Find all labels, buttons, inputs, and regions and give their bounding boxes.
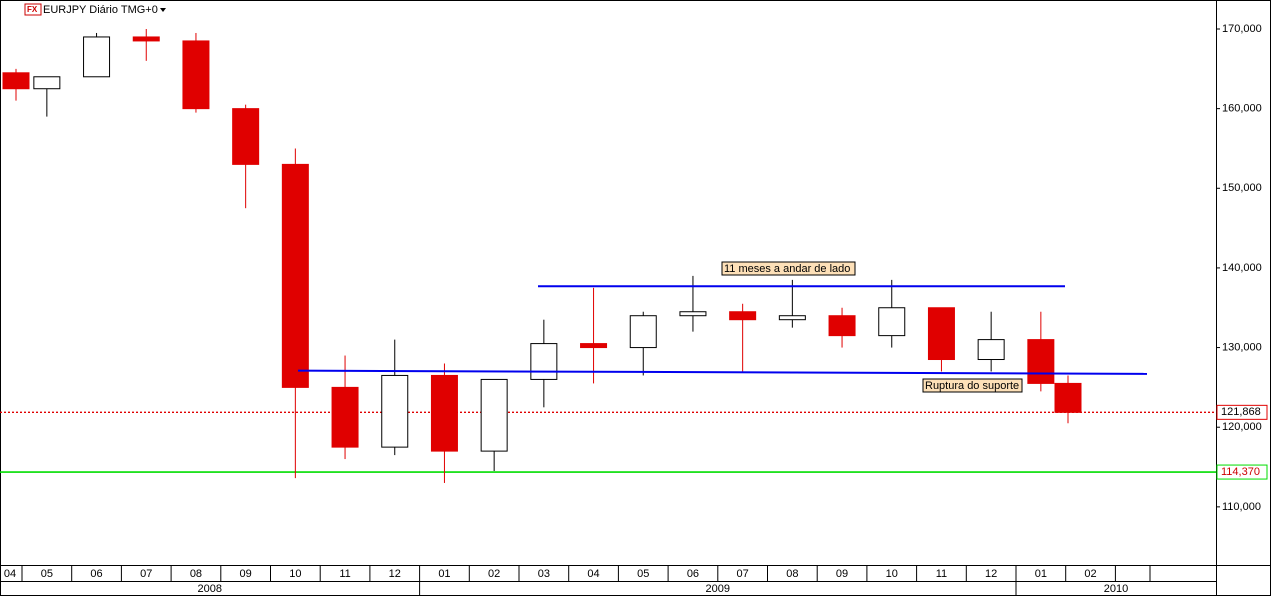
title-dropdown-arrow[interactable] [160, 8, 166, 12]
candle-body [927, 307, 955, 361]
annotation: Ruptura do suporte [925, 380, 1019, 392]
price-label-box [1216, 464, 1268, 480]
y-tick-label: 150,000 [1222, 182, 1262, 194]
x-tick-label: 05 [637, 568, 649, 580]
year-label: 2009 [706, 583, 730, 595]
candle-body [828, 315, 856, 337]
candle-body [679, 311, 707, 317]
x-tick-label: 08 [190, 568, 202, 580]
x-tick-label: 01 [438, 568, 450, 580]
candle-body [629, 315, 657, 349]
y-tick-label: 160,000 [1222, 103, 1262, 115]
y-tick-label: 120,000 [1222, 421, 1262, 433]
annotation-box [721, 261, 856, 276]
candle-body [281, 163, 309, 388]
plot-area [0, 28, 1216, 483]
x-tick-label: 11 [339, 568, 350, 580]
x-tick-label: 09 [240, 568, 252, 580]
y-tick-label: 170,000 [1222, 23, 1262, 35]
candle-body [232, 108, 260, 165]
x-tick-label: 11 [936, 568, 947, 580]
x-tick-label: 02 [488, 568, 500, 580]
y-tick-label: 130,000 [1222, 341, 1262, 353]
candle-body [977, 339, 1005, 361]
symbol-icon-text: FX [27, 5, 38, 14]
candle-body [2, 72, 30, 90]
annotation: 11 meses a andar de lado [724, 263, 850, 275]
candle-body [530, 343, 558, 380]
x-tick-label: 01 [1035, 568, 1047, 580]
y-tick-label: 140,000 [1222, 262, 1262, 274]
price-label-box [1216, 404, 1268, 420]
x-tick-label: 10 [289, 568, 301, 580]
trend-line [297, 369, 1148, 375]
x-tick-label: 04 [587, 568, 599, 580]
x-tick-label: 02 [1084, 568, 1096, 580]
price-label: 121,868 [1221, 406, 1261, 418]
x-tick-label: 12 [985, 568, 997, 580]
candle-body [33, 76, 61, 90]
x-tick-label: 10 [886, 568, 898, 580]
x-tick-label: 06 [90, 568, 102, 580]
x-tick-label: 05 [41, 568, 53, 580]
candle-body [778, 315, 806, 321]
y-tick-label: 110,000 [1222, 501, 1261, 513]
price-label: 114,370 [1221, 466, 1260, 478]
candle-body [430, 374, 458, 452]
x-tick-label: 07 [737, 568, 749, 580]
year-label: 2010 [1104, 583, 1128, 595]
annotation-box [922, 378, 1023, 393]
candle-body [182, 40, 210, 110]
x-tick-label: 12 [389, 568, 401, 580]
x-tick-label: 06 [687, 568, 699, 580]
candle-body [729, 311, 757, 321]
x-tick-label: 03 [538, 568, 550, 580]
x-tick-label: 08 [786, 568, 798, 580]
candle-body [331, 386, 359, 448]
candle-body [480, 378, 508, 452]
candle-body [1027, 339, 1055, 384]
chart-title[interactable]: EURJPY Diário TMG+0 [43, 4, 158, 16]
x-tick-label: 04 [4, 568, 16, 580]
x-tick-label: 07 [140, 568, 152, 580]
symbol-icon [24, 3, 42, 16]
candle-body [878, 307, 906, 337]
candle-body [132, 36, 160, 42]
x-tick-label: 09 [836, 568, 848, 580]
candle-body [1054, 382, 1082, 413]
year-label: 2008 [198, 583, 222, 595]
candle-body [83, 36, 111, 78]
candle-body [580, 343, 608, 349]
candle-body [381, 374, 409, 448]
